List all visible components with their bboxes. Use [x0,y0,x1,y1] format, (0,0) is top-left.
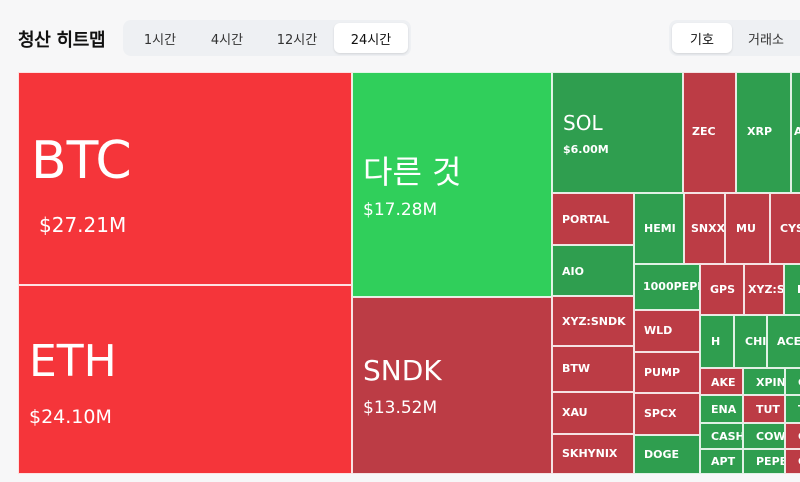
tile-value: $6.00M [563,143,609,156]
tile-symbol: AIO [562,265,584,278]
tile-c-2[interactable]: C [785,423,800,449]
tile-symbol: COW [756,430,785,443]
tile-symbol: C [798,430,800,443]
tile-btc[interactable]: BTC $27.21M [18,72,352,285]
tile-symbol: CYS [780,222,800,235]
tile-eth[interactable]: ETH $24.10M [18,285,352,474]
tile-symbol: 1000PEPE [643,280,700,293]
tile-symbol: HEMI [644,222,676,235]
tile-symbol: SOL [563,111,603,135]
time-range-tabs: 1시간 4시간 12시간 24시간 [123,20,411,56]
tile-sol[interactable]: SOL $6.00M [552,72,683,193]
tab-12h[interactable]: 12시간 [276,32,318,48]
tile-sndk[interactable]: SNDK $13.52M [352,297,552,474]
tile-xpin[interactable]: XPIN [743,368,785,395]
tile-value: $13.52M [363,398,438,418]
tile-value: $24.10M [29,406,112,428]
tile-doge[interactable]: DOGE [634,435,700,474]
tile-pepe[interactable]: PEPE [743,449,785,474]
tile-symbol: BTW [562,362,591,375]
tile-tut[interactable]: TUT [743,395,785,423]
tile-1000pepe[interactable]: 1000PEPE [634,264,700,310]
tile-chi[interactable]: CHI [734,315,767,368]
tile-ace[interactable]: ACE [767,315,800,368]
tab-exchange[interactable]: 거래소 [748,32,784,48]
view-tabs: 기호 거래소 [669,20,800,56]
tile-symbol: ZEC [692,125,716,138]
tile-cys[interactable]: CYS [770,193,800,264]
tile-symbol: CASHC [711,430,742,443]
tile-symbol: H [711,335,721,348]
tile-symbol: PUMP [644,366,681,379]
tile-t[interactable]: T [785,395,800,423]
tile-mu[interactable]: MU [725,193,770,264]
tile-h[interactable]: H [700,315,734,368]
tile-symbol: AKE [711,376,736,389]
tile-e[interactable]: E [784,264,800,315]
tile-symbol: SNXX [691,222,725,235]
tile-ena[interactable]: ENA [700,395,743,423]
tile-xau[interactable]: XAU [552,392,634,434]
tile-zec[interactable]: ZEC [683,72,736,193]
tile-a[interactable]: A [791,72,800,193]
tile-cow[interactable]: COW [743,423,785,449]
tile-symbol: XPIN [756,376,785,389]
tile-symbol: SPCX [644,407,677,420]
page-title: 청산 히트맵 [18,30,106,51]
tile-hemi[interactable]: HEMI [634,193,684,264]
tile-symbol: GPS [710,283,736,296]
tile-btw[interactable]: BTW [552,346,634,392]
tile-symbol: SNDK [363,354,442,387]
tile-symbol: ACE [777,335,800,348]
tile-aio[interactable]: AIO [552,245,634,296]
tile-symbol: A [794,125,800,138]
liquidation-treemap: BTC $27.21M ETH $24.10M 다른 것 $17.28M SND… [18,72,800,474]
tile-snxx[interactable]: SNXX [684,193,725,264]
tile-symbol: XAU [562,406,588,419]
tile-wld[interactable]: WLD [634,310,700,352]
tile-symbol: MU [736,222,756,235]
tile-pump[interactable]: PUMP [634,352,700,393]
tile-cashc[interactable]: CASHC [700,423,743,449]
tile-ake[interactable]: AKE [700,368,743,395]
tile-apt[interactable]: APT [700,449,743,474]
tile-symbol: SKHYNIX [562,447,618,460]
tile-symbol: BTC [31,131,132,191]
tile-symbol: T [798,403,800,416]
tile-symbol: DOGE [644,448,680,461]
tile-skhynix[interactable]: SKHYNIX [552,434,634,474]
tile-c-3[interactable]: C [785,449,800,474]
tile-gps[interactable]: GPS [700,264,744,315]
tile-value: $17.28M [363,200,438,220]
tab-4h[interactable]: 4시간 [210,32,244,48]
tile-symbol: E [797,283,800,296]
tile-symbol: C [798,455,800,468]
tile-symbol: APT [711,455,736,468]
tile-c-1[interactable]: C [785,368,800,395]
tile-value: $27.21M [39,213,127,237]
tile-symbol: WLD [644,324,673,337]
tile-symbol: CHI [745,335,767,348]
tile-symbol: PORTAL [562,213,610,226]
tile-symbol: ETH [29,336,117,387]
tile-symbol: XYZ:S [748,283,784,296]
tile-symbol: XYZ:SNDK [562,315,626,328]
tab-1h[interactable]: 1시간 [143,32,177,48]
tile-symbol: PEPE [756,455,785,468]
tile-symbol: ENA [711,403,737,416]
tile-symbol: XRP [747,125,773,138]
tile-other[interactable]: 다른 것 $17.28M [352,72,552,297]
tile-xyz-sndk[interactable]: XYZ:SNDK [552,296,634,346]
tile-spcx[interactable]: SPCX [634,393,700,435]
tab-24h[interactable]: 24시간 [334,23,408,53]
tile-symbol: 다른 것 [363,153,462,191]
tab-symbol[interactable]: 기호 [672,23,732,53]
tile-xyz-s[interactable]: XYZ:S [744,264,784,315]
tile-xrp[interactable]: XRP [736,72,791,193]
tile-portal[interactable]: PORTAL [552,193,634,245]
tile-symbol: C [798,376,800,389]
tile-symbol: TUT [756,403,780,416]
